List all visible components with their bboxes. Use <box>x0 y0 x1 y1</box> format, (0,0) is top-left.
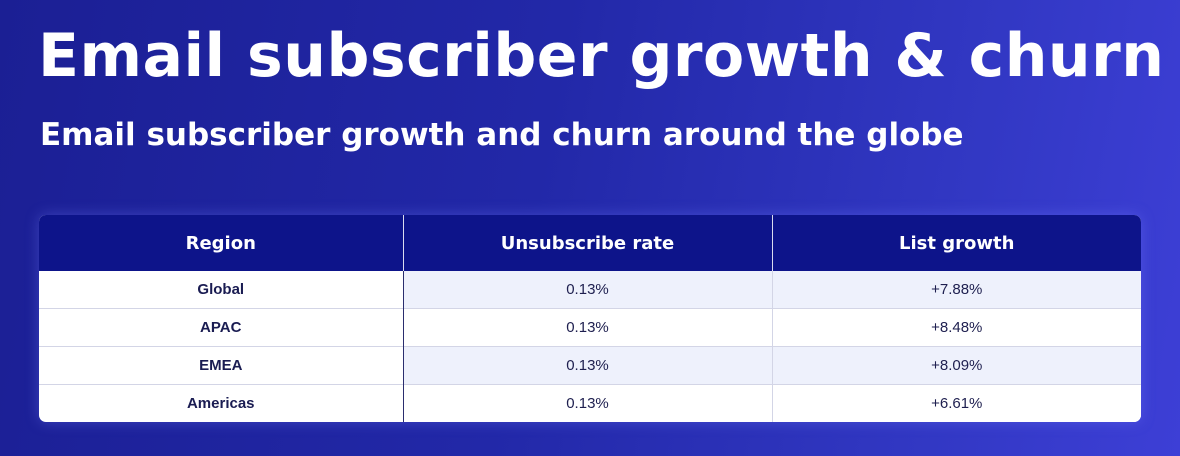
column-header-list-growth: List growth <box>771 215 1141 271</box>
region-cell: EMEA <box>39 346 404 385</box>
unsubscribe-rate-cell: 0.13% <box>402 384 772 422</box>
page-subtitle: Email subscriber growth and churn around… <box>40 117 964 153</box>
table-header-row: Region Unsubscribe rate List growth <box>39 215 1141 271</box>
table-row: Americas 0.13% +6.61% <box>39 384 1141 422</box>
column-header-unsubscribe-rate: Unsubscribe rate <box>402 215 772 271</box>
list-growth-cell: +8.48% <box>771 308 1141 347</box>
list-growth-cell: +8.09% <box>771 346 1141 385</box>
list-growth-cell: +7.88% <box>771 271 1141 309</box>
page-title: Email subscriber growth & churn <box>38 21 1165 91</box>
region-cell: Americas <box>39 384 404 422</box>
data-table-card: Region Unsubscribe rate List growth Glob… <box>39 215 1141 422</box>
unsubscribe-rate-cell: 0.13% <box>402 346 772 385</box>
column-header-region: Region <box>39 215 403 271</box>
data-table: Region Unsubscribe rate List growth Glob… <box>39 215 1141 422</box>
table-row: Global 0.13% +7.88% <box>39 271 1141 309</box>
region-cell: Global <box>39 271 404 309</box>
unsubscribe-rate-cell: 0.13% <box>402 308 772 347</box>
table-row: APAC 0.13% +8.48% <box>39 308 1141 347</box>
unsubscribe-rate-cell: 0.13% <box>402 271 772 309</box>
table-row: EMEA 0.13% +8.09% <box>39 346 1141 385</box>
list-growth-cell: +6.61% <box>771 384 1141 422</box>
region-cell: APAC <box>39 308 404 347</box>
